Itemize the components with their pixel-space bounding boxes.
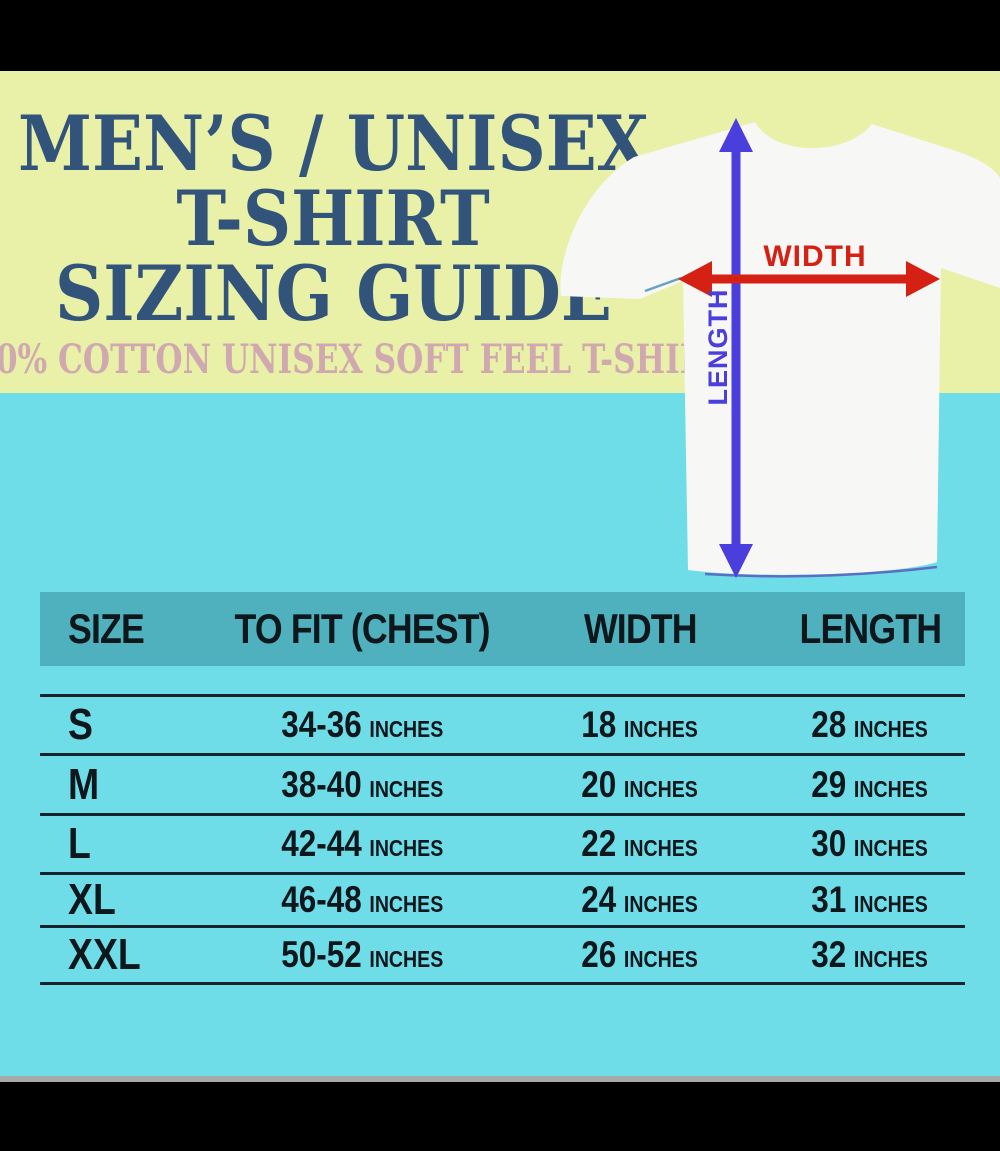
unit-label: INCHES	[624, 891, 699, 917]
table-row-xxl: XXL 50-52 INCHES 26 INCHES 32 INCHES	[40, 928, 965, 982]
width-arrow-label: WIDTH	[763, 240, 866, 273]
top-letterbox-bar	[0, 0, 1000, 71]
length-arrow	[719, 118, 753, 578]
table-row-m: M 38-40 INCHES 20 INCHES 29 INCHES	[40, 756, 965, 813]
unit-label: INCHES	[624, 946, 699, 972]
unit-label: INCHES	[624, 835, 699, 861]
unit-label: INCHES	[854, 946, 929, 972]
length-value: 28	[811, 704, 847, 745]
row-divider	[40, 694, 965, 697]
size-value: M	[68, 759, 100, 809]
unit-label: INCHES	[369, 946, 444, 972]
row-divider	[40, 872, 965, 875]
width-value: 20	[581, 763, 617, 805]
bottom-letterbox-bar	[0, 1082, 1000, 1151]
size-value: XL	[68, 875, 116, 924]
title-line-2: T-SHIRT	[0, 174, 666, 263]
unit-label: INCHES	[369, 775, 444, 802]
unit-label: INCHES	[624, 716, 699, 742]
unit-label: INCHES	[369, 716, 444, 742]
unit-label: INCHES	[369, 835, 444, 861]
size-value: L	[68, 819, 91, 868]
left-underarm-seam	[644, 276, 682, 293]
title-line-1: MEN’S / UNISEX	[0, 99, 666, 188]
header-cell-width: WIDTH	[583, 605, 698, 652]
width-arrow-shaft	[703, 274, 907, 284]
row-divider	[40, 753, 965, 756]
length-arrow-head-bottom	[719, 544, 753, 578]
chest-value: 46-48	[281, 879, 362, 920]
header-cell-size: SIZE	[68, 605, 145, 652]
unit-label: INCHES	[854, 716, 929, 742]
unit-label: INCHES	[854, 891, 929, 917]
length-arrow-head-top	[719, 118, 753, 152]
tshirt-icon	[560, 122, 1000, 575]
chest-value: 50-52	[281, 934, 362, 975]
row-divider	[40, 982, 965, 985]
width-value: 24	[581, 879, 617, 920]
title-line-3: SIZING GUIDE	[0, 249, 666, 338]
chest-value: 42-44	[281, 823, 362, 864]
size-table: SIZE TO FIT (CHEST) WIDTH LENGTH S 34-36…	[40, 592, 965, 987]
width-arrow-head-right	[906, 261, 940, 297]
size-value: XXL	[68, 930, 141, 979]
length-value: 30	[811, 823, 847, 864]
chest-value: 38-40	[281, 763, 362, 805]
length-arrow-shaft	[731, 143, 741, 547]
header-cell-chest: TO FIT (CHEST)	[234, 605, 491, 652]
width-value: 18	[581, 704, 617, 745]
table-row-xl: XL 46-48 INCHES 24 INCHES 31 INCHES	[40, 875, 965, 925]
width-value: 22	[581, 823, 617, 864]
length-value: 32	[811, 934, 847, 975]
title-line-2-text: T-SHIRT	[176, 174, 490, 263]
unit-label: INCHES	[854, 775, 929, 802]
unit-label: INCHES	[854, 835, 929, 861]
table-row-l: L 42-44 INCHES 22 INCHES 30 INCHES	[40, 816, 965, 872]
width-value: 26	[581, 934, 617, 975]
size-value: S	[68, 700, 93, 749]
table-row-s: S 34-36 INCHES 18 INCHES 28 INCHES	[40, 697, 965, 753]
unit-label: INCHES	[369, 891, 444, 917]
bottom-divider-line	[0, 1076, 1000, 1082]
length-arrow-label: LENGTH	[703, 289, 733, 406]
length-value: 31	[811, 879, 847, 920]
title-line-1-text: MEN’S / UNISEX	[17, 99, 649, 188]
page-subtitle: 100% COTTON UNISEX SOFT FEEL T-SHIRT	[0, 338, 728, 382]
width-arrow	[678, 261, 940, 297]
row-divider	[40, 813, 965, 816]
unit-label: INCHES	[624, 775, 699, 802]
chest-value: 34-36	[281, 704, 362, 745]
page-subtitle-text: 100% COTTON UNISEX SOFT FEEL T-SHIRT	[0, 336, 728, 383]
row-divider	[40, 925, 965, 928]
title-line-3-text: SIZING GUIDE	[54, 249, 612, 338]
header-cell-length: LENGTH	[799, 605, 942, 652]
length-value: 29	[811, 763, 847, 805]
page-title: MEN’S / UNISEX T-SHIRT SIZING GUIDE	[0, 99, 666, 338]
tshirt-measurement-diagram: WIDTH LENGTH	[560, 118, 1000, 578]
bottom-hem-line	[704, 565, 938, 578]
width-arrow-head-left	[678, 261, 712, 297]
size-table-header: SIZE TO FIT (CHEST) WIDTH LENGTH	[40, 592, 965, 666]
